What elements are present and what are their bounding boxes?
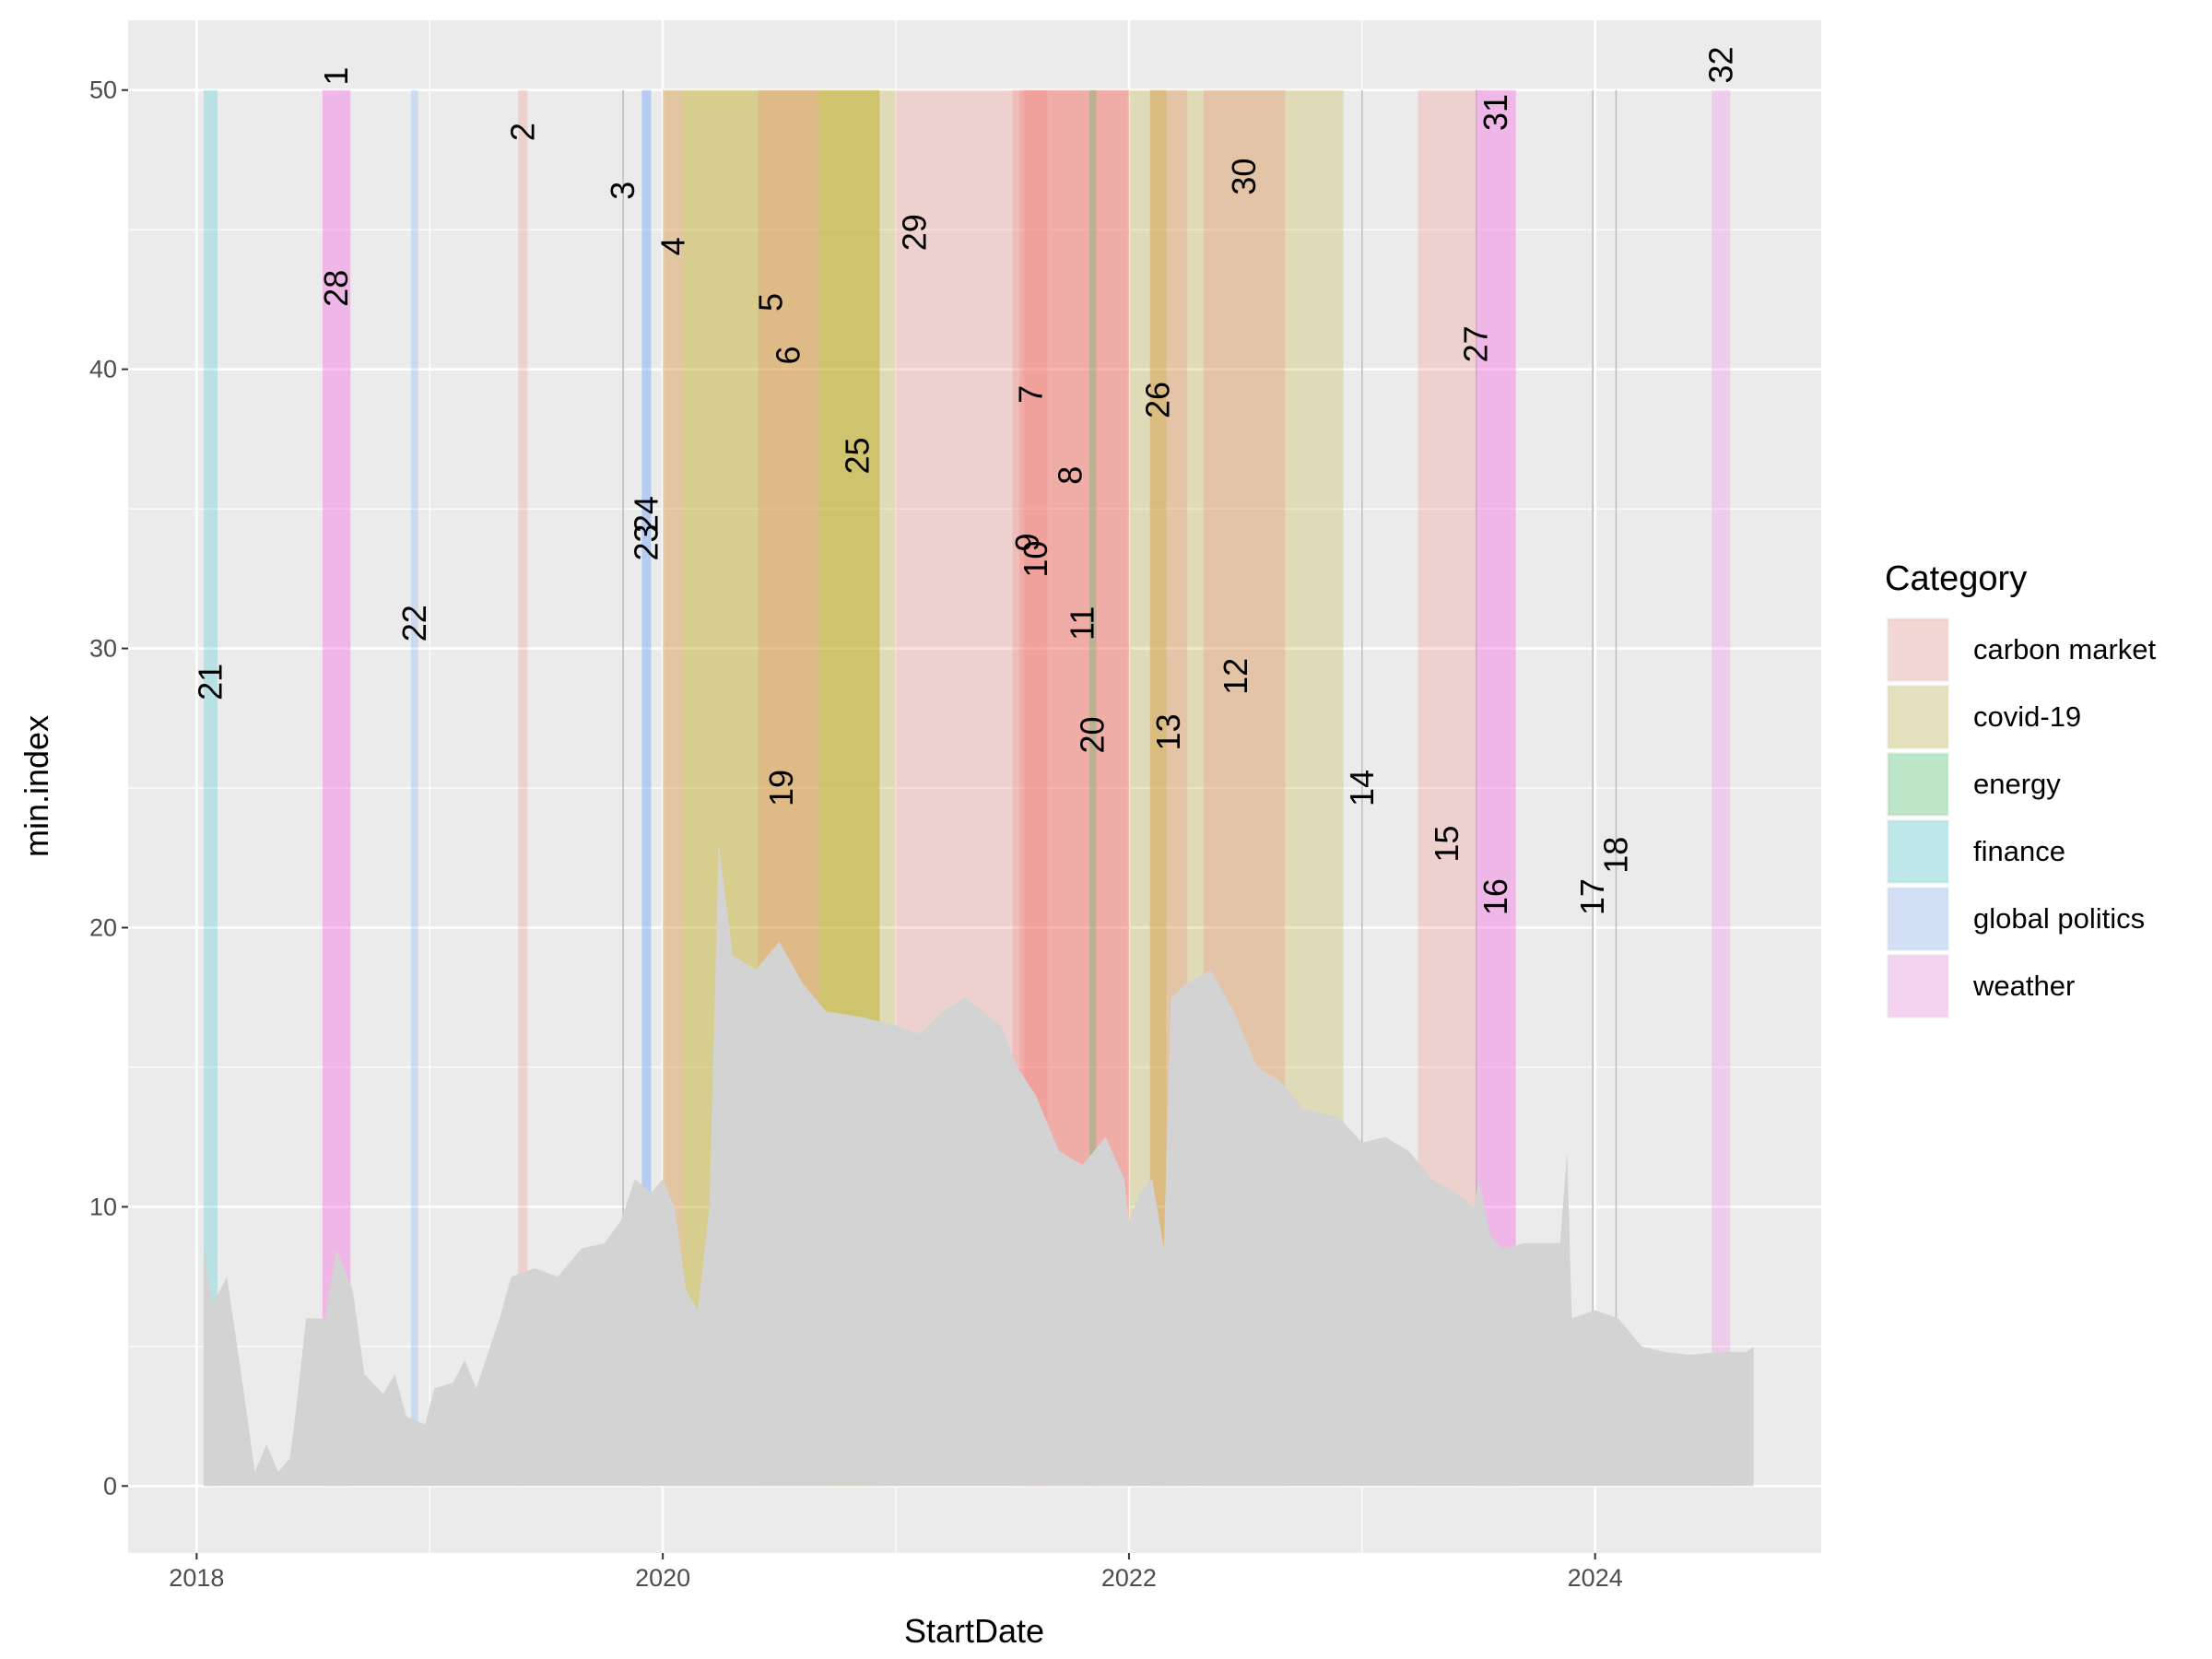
event-label: 7 [1012, 385, 1050, 404]
event-label: 32 [1701, 46, 1739, 83]
area [203, 843, 1754, 1487]
event-label: 31 [1477, 94, 1514, 131]
legend-key-bg [1887, 618, 1949, 682]
legend-key [1888, 888, 1948, 950]
event-label: 16 [1477, 878, 1514, 915]
legend-key-bg [1887, 887, 1949, 951]
legend-label: energy [1973, 768, 2061, 800]
y-tick-label: 10 [89, 1193, 117, 1220]
y-axis-title: min.index [18, 715, 55, 857]
y-tick-label: 50 [89, 76, 117, 104]
event-label: 17 [1573, 878, 1611, 915]
legend-title: Category [1885, 559, 2027, 598]
event-label: 29 [895, 214, 933, 251]
event-label: 20 [1074, 716, 1112, 753]
event-band [663, 89, 684, 1487]
event-label: 6 [770, 346, 807, 364]
y-tick-label: 40 [89, 356, 117, 383]
legend-key [1888, 820, 1948, 883]
event-label: 25 [838, 438, 876, 475]
event-label: 14 [1343, 770, 1381, 806]
event-label: 21 [192, 664, 229, 700]
y-tick-label: 30 [89, 635, 117, 663]
event-label: 11 [1063, 606, 1100, 641]
event-label: 26 [1139, 382, 1177, 418]
event-label: 19 [762, 770, 800, 806]
event-label: 24 [627, 496, 665, 533]
event-label: 8 [1052, 466, 1089, 485]
event-label: 2 [503, 123, 541, 141]
event-label: 4 [654, 237, 692, 255]
event-band [203, 89, 218, 1487]
plot-panel: 2112822232324451962529789101120121326301… [128, 20, 1821, 1553]
event-band [641, 89, 652, 1487]
event-band [1712, 89, 1731, 1487]
event-label: 12 [1217, 658, 1254, 695]
legend-label: global politics [1973, 902, 2145, 935]
x-tick-label: 2020 [635, 1564, 690, 1592]
event-label: 9 [1008, 533, 1046, 551]
legend-label: weather [1972, 970, 2075, 1002]
legend-key-bg [1887, 819, 1949, 884]
event-label: 5 [752, 293, 790, 312]
event-label: 15 [1428, 826, 1465, 863]
legend-key [1888, 955, 1948, 1018]
legend-key [1888, 686, 1948, 748]
legend-key [1888, 618, 1948, 681]
event-band [641, 89, 652, 1487]
event-band [518, 89, 528, 1487]
legend-key [1888, 753, 1948, 816]
event-label: 27 [1457, 325, 1495, 362]
event-band [1149, 89, 1167, 1487]
event-label: 30 [1225, 159, 1263, 195]
event-label: 3 [604, 182, 641, 200]
x-tick-label: 2018 [169, 1564, 224, 1592]
legend-label: covid-19 [1973, 700, 2081, 733]
event-label: 1 [317, 67, 355, 86]
event-label: 22 [395, 605, 433, 641]
legend-label: finance [1973, 835, 2065, 867]
event-label: 10 [1017, 541, 1054, 578]
event-label: 18 [1596, 837, 1634, 874]
event-label: 28 [317, 270, 355, 307]
x-tick-label: 2022 [1101, 1564, 1157, 1592]
x-tick-label: 2024 [1568, 1564, 1623, 1592]
x-axis-title: StartDate [904, 1612, 1044, 1650]
event-label: 23 [627, 524, 665, 560]
legend-key-bg [1887, 752, 1949, 817]
legend-key-bg [1887, 685, 1949, 749]
legend-label: carbon market [1973, 633, 2157, 665]
event-label: 13 [1149, 713, 1187, 750]
y-tick-label: 20 [89, 913, 117, 941]
event-band [411, 89, 418, 1487]
event-band [1088, 89, 1097, 1487]
y-tick-label: 0 [103, 1472, 117, 1500]
legend-key-bg [1887, 954, 1949, 1018]
